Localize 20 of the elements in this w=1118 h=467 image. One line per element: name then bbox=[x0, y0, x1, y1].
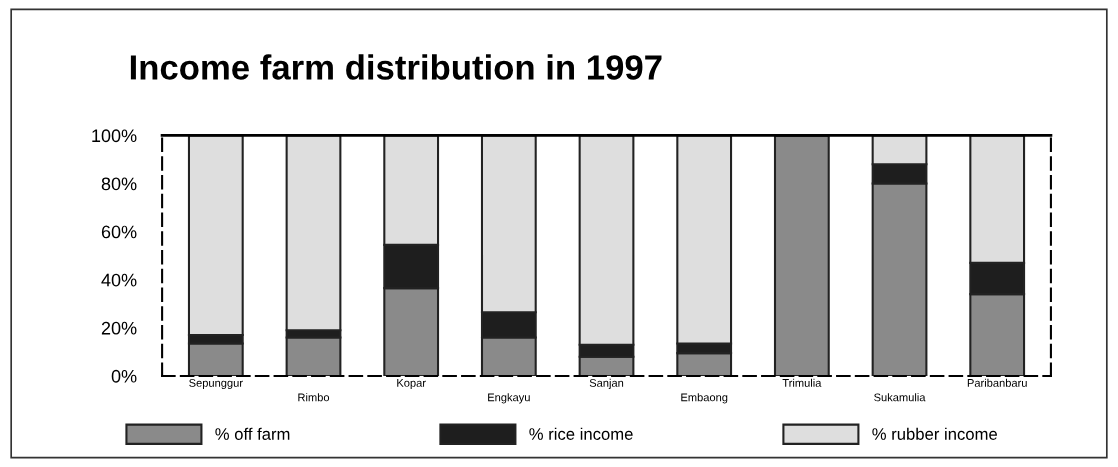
legend-label: % off farm bbox=[215, 427, 290, 440]
y-tick-label: 100% bbox=[92, 129, 137, 143]
x-tick-label: Rimbo bbox=[298, 393, 330, 402]
x-tick-label: Embaong bbox=[681, 393, 728, 404]
x-tick-label: Engkayu bbox=[488, 393, 530, 404]
y-tick-label: 60% bbox=[101, 225, 137, 239]
chart-title: Income farm distribution in 1997 bbox=[130, 54, 662, 80]
legend-label: % rice income bbox=[529, 427, 633, 440]
y-tick-label: 80% bbox=[101, 177, 137, 191]
x-tick-label: Trimulia bbox=[782, 378, 822, 387]
x-tick-label: Sepunggur bbox=[189, 379, 243, 390]
bar bbox=[773, 135, 830, 376]
y-tick-label: 0% bbox=[111, 369, 137, 383]
x-tick-label: Sanjan bbox=[589, 378, 624, 390]
x-tick-label: Paribanbaru bbox=[967, 378, 1027, 387]
x-tick-label: Sukamulia bbox=[874, 393, 926, 402]
y-tick-label: 20% bbox=[101, 321, 137, 335]
y-tick-label: 40% bbox=[101, 273, 137, 287]
legend-label: % rubber income bbox=[872, 427, 997, 440]
x-tick-label: Kopar bbox=[397, 379, 426, 390]
